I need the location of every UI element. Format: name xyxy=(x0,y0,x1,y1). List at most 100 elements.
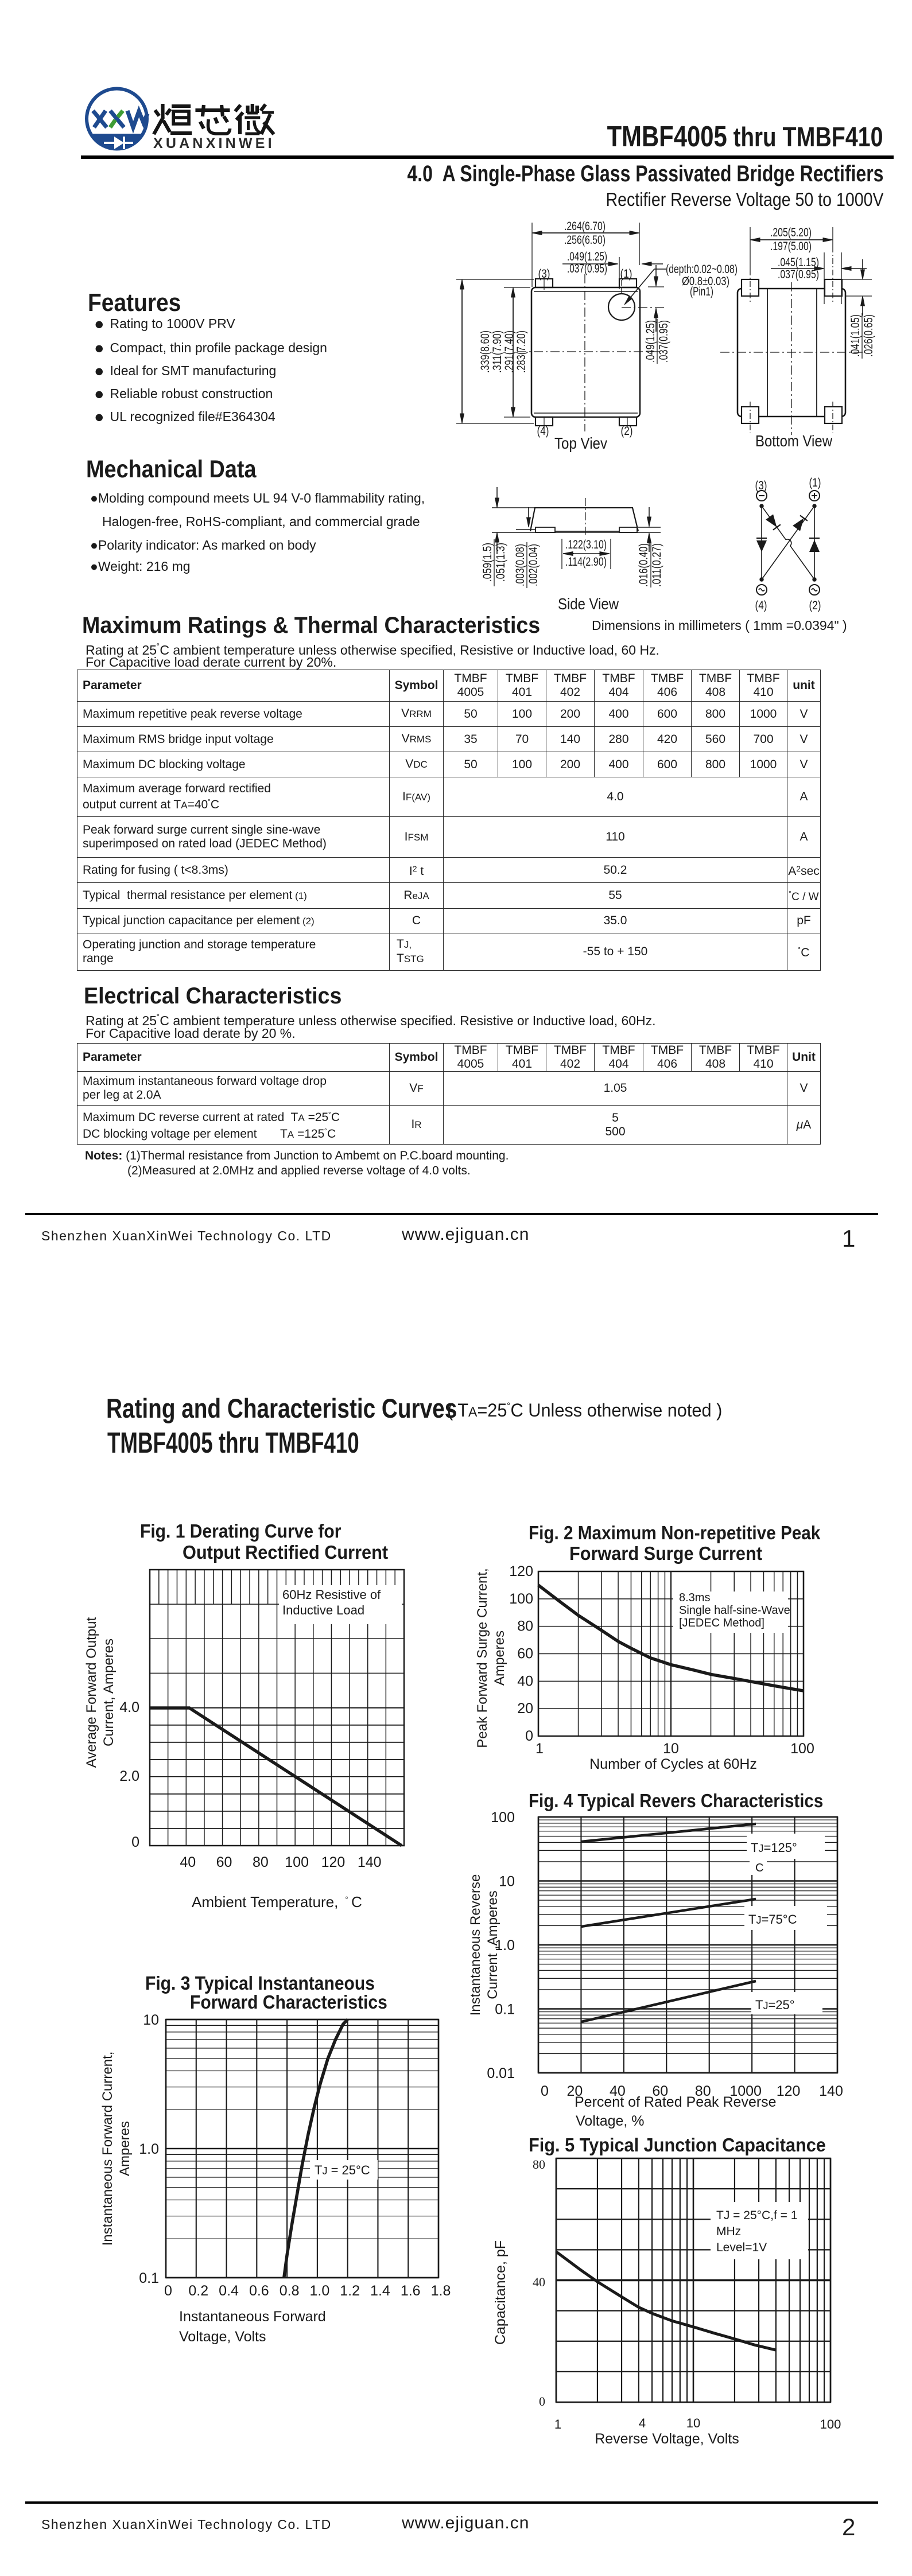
svg-text:.016(0.40): .016(0.40) xyxy=(637,543,650,587)
svg-text:4.0: 4.0 xyxy=(119,1699,139,1715)
svg-text:.037(0.95): .037(0.95) xyxy=(567,262,607,275)
svg-text:Bottom View: Bottom View xyxy=(755,432,833,450)
svg-text:(4): (4) xyxy=(537,425,549,438)
svg-text:.037(0.95): .037(0.95) xyxy=(657,320,670,363)
svg-text:Instantaneous Forward: Instantaneous Forward xyxy=(179,2309,326,2325)
svg-text:Top Viev: Top Viev xyxy=(554,434,607,452)
svg-text:.205(5.20): .205(5.20) xyxy=(770,226,812,239)
svg-text:0.2: 0.2 xyxy=(188,2283,208,2299)
svg-text:0: 0 xyxy=(164,2283,172,2299)
svg-text:140: 140 xyxy=(358,1854,382,1870)
svg-text:.037(0.95): .037(0.95) xyxy=(778,268,819,281)
svg-text:0: 0 xyxy=(525,1728,533,1744)
svg-text:0: 0 xyxy=(541,2083,549,2099)
svg-text:10: 10 xyxy=(663,1741,679,1757)
svg-text:Voltage, %: Voltage, % xyxy=(576,2113,645,2129)
svg-text:Amperes: Amperes xyxy=(117,2121,133,2176)
svg-text:(depth:0.02~0.08): (depth:0.02~0.08) xyxy=(666,263,738,276)
svg-text:.049(1.25): .049(1.25) xyxy=(644,320,657,363)
svg-text:1.6: 1.6 xyxy=(401,2283,421,2299)
svg-text:1.4: 1.4 xyxy=(370,2283,390,2299)
svg-text:10: 10 xyxy=(499,1874,515,1890)
svg-text:0: 0 xyxy=(539,2394,545,2408)
svg-text:TJ = 25°C,f = 1: TJ = 25°C,f = 1 xyxy=(716,2209,797,2222)
svg-text:(1): (1) xyxy=(620,267,632,281)
svg-text:20: 20 xyxy=(567,2083,583,2099)
svg-text:.041(1.05): .041(1.05) xyxy=(849,314,862,357)
svg-text:100: 100 xyxy=(790,1741,814,1757)
svg-text:.339(8.60): .339(8.60) xyxy=(479,330,492,373)
svg-text:.291(7.40): .291(7.40) xyxy=(503,330,516,373)
svg-text:Reverse Voltage, Volts: Reverse Voltage, Volts xyxy=(595,2431,739,2447)
svg-text:1: 1 xyxy=(535,1741,544,1757)
svg-text:1.0: 1.0 xyxy=(495,1937,515,1954)
svg-text:80: 80 xyxy=(695,2083,711,2099)
svg-text:140: 140 xyxy=(819,2083,843,2099)
svg-text:0.01: 0.01 xyxy=(487,2065,515,2081)
svg-text:60: 60 xyxy=(517,1646,533,1662)
svg-text:.011(0.27): .011(0.27) xyxy=(650,543,663,587)
svg-text:.049(1.25): .049(1.25) xyxy=(567,250,607,263)
svg-text:100: 100 xyxy=(285,1854,309,1870)
svg-text:Ø0.8±0.03): Ø0.8±0.03) xyxy=(682,275,729,288)
svg-text:80: 80 xyxy=(253,1854,269,1870)
svg-text:40: 40 xyxy=(180,1854,196,1870)
svg-text:8.3ms: 8.3ms xyxy=(679,1591,710,1604)
svg-text:4: 4 xyxy=(639,2416,646,2430)
svg-text:.051(1.3): .051(1.3) xyxy=(494,543,507,582)
svg-text:1.8: 1.8 xyxy=(431,2283,451,2299)
svg-text:Current ,Amperes: Current ,Amperes xyxy=(485,1890,500,1999)
svg-text:Inductive Load: Inductive Load xyxy=(282,1603,364,1617)
svg-text:MHz: MHz xyxy=(716,2225,741,2238)
svg-text:120: 120 xyxy=(321,1854,346,1870)
svg-text:Number of Cycles at 60Hz: Number of Cycles at 60Hz xyxy=(589,1756,757,1772)
svg-text:(2): (2) xyxy=(809,599,821,612)
svg-text:Average Forward Output: Average Forward Output xyxy=(84,1617,99,1768)
svg-text:0.4: 0.4 xyxy=(219,2283,239,2299)
svg-text:TJ=75°C: TJ=75°C xyxy=(748,1912,797,1927)
svg-text:Instantaneous Reverse: Instantaneous Reverse xyxy=(468,1874,483,2016)
svg-text:.002(0.04): .002(0.04) xyxy=(527,544,540,586)
svg-text:1.0: 1.0 xyxy=(139,2141,159,2157)
svg-text:(Pin1): (Pin1) xyxy=(690,285,713,298)
svg-text:.283(7.20): .283(7.20) xyxy=(515,330,528,373)
svg-text:10: 10 xyxy=(143,2012,159,2028)
svg-text:Voltage, Volts: Voltage, Volts xyxy=(179,2329,266,2345)
svg-text:[JEDEC Method]: [JEDEC Method] xyxy=(679,1617,764,1629)
svg-text:Single half-sine-Wave: Single half-sine-Wave xyxy=(679,1604,790,1617)
svg-text:(3): (3) xyxy=(538,267,550,281)
svg-text:60Hz Resistive of: 60Hz Resistive of xyxy=(282,1587,381,1602)
svg-text:(2): (2) xyxy=(621,425,633,438)
svg-text:.059(1.5): .059(1.5) xyxy=(481,543,494,582)
svg-text:120: 120 xyxy=(777,2083,801,2099)
svg-text:.256(6.50): .256(6.50) xyxy=(564,234,606,247)
svg-text:Instantaneous Forward Current,: Instantaneous Forward Current, xyxy=(100,2052,115,2246)
svg-text:(1): (1) xyxy=(809,476,821,489)
svg-text:TJ=25°: TJ=25° xyxy=(755,1998,795,2012)
svg-text:100: 100 xyxy=(820,2417,841,2431)
svg-text:1.2: 1.2 xyxy=(340,2283,360,2299)
svg-text:0.8: 0.8 xyxy=(280,2283,300,2299)
svg-text:60: 60 xyxy=(216,1854,232,1870)
svg-text:10: 10 xyxy=(686,2416,700,2430)
svg-text:1.0: 1.0 xyxy=(310,2283,330,2299)
svg-text:Current, Amperes: Current, Amperes xyxy=(101,1639,117,1746)
svg-text:0.1: 0.1 xyxy=(495,2002,515,2018)
svg-text:0: 0 xyxy=(131,1834,139,1850)
svg-text:Level=1V: Level=1V xyxy=(716,2241,767,2254)
svg-text:Peak Forward Surge Current,: Peak Forward Surge Current, xyxy=(475,1568,490,1748)
svg-text:80: 80 xyxy=(517,1618,533,1635)
svg-text:.311(7.90): .311(7.90) xyxy=(491,330,504,373)
svg-text:Capacitance, pF: Capacitance, pF xyxy=(492,2240,509,2345)
svg-text:(4): (4) xyxy=(755,599,767,612)
svg-text:Percent of Rated Peak Reverse: Percent of Rated Peak Reverse xyxy=(575,2094,777,2110)
svg-text:2.0: 2.0 xyxy=(119,1768,139,1784)
svg-text:TJ=125°: TJ=125° xyxy=(751,1840,797,1855)
svg-text:◦: ◦ xyxy=(345,1892,348,1903)
svg-text:0.1: 0.1 xyxy=(139,2270,159,2286)
svg-text:Amperes: Amperes xyxy=(492,1631,507,1686)
svg-text:.197(5.00): .197(5.00) xyxy=(770,240,812,253)
svg-text:C: C xyxy=(351,1893,362,1910)
svg-text:40: 40 xyxy=(517,1673,533,1689)
svg-text:.122(3.10): .122(3.10) xyxy=(565,538,607,551)
